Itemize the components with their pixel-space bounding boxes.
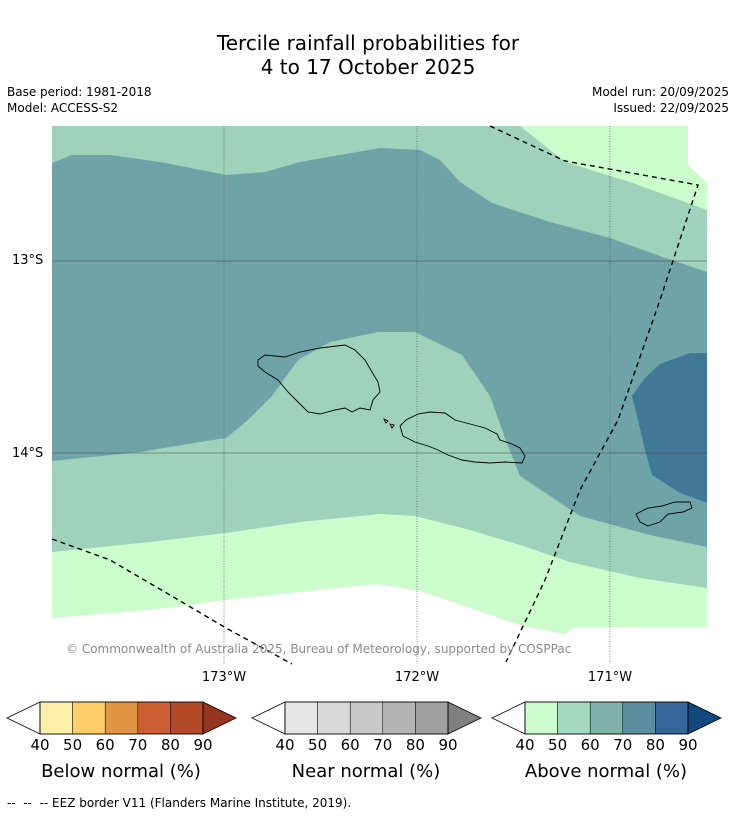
probability-contours — [52, 126, 707, 664]
meta-right: Model run: 20/09/2025 Issued: 22/09/2025 — [592, 84, 729, 116]
near-colorbar-segment — [284, 701, 318, 735]
above-colorbar-under-arrow — [491, 701, 526, 735]
near-colorbar-segment — [415, 701, 449, 735]
contour-above-60 — [52, 148, 707, 547]
tick-label: 60 — [340, 736, 360, 754]
island-apolima — [389, 423, 395, 429]
tick-label: 90 — [438, 736, 458, 754]
tick-label: 60 — [580, 736, 600, 754]
below-colorbar-segment — [104, 701, 139, 735]
tick-label: 50 — [63, 736, 83, 754]
island-manono — [382, 417, 389, 424]
samoa-islands — [257, 344, 693, 527]
below-colorbar-segment — [137, 701, 171, 735]
title-line-1: Tercile rainfall probabilities for — [216, 31, 520, 55]
map-grid — [223, 126, 611, 664]
tick-label: 50 — [548, 736, 568, 754]
tick-label: 70 — [128, 736, 148, 754]
above-colorbar-segment — [589, 701, 624, 735]
near-colorbar-over-arrow — [447, 701, 482, 735]
above-colorbar-segment — [622, 701, 656, 735]
island-upolu — [399, 411, 526, 464]
tick-label: 40 — [275, 736, 295, 754]
rainfall-map — [51, 125, 707, 665]
below-colorbar-segment — [72, 701, 106, 735]
tick-label: 80 — [645, 736, 665, 754]
lon-label-173w: 173°W — [201, 670, 247, 685]
lon-label-172w: 172°W — [394, 670, 440, 685]
above-colorbar-segment — [524, 701, 558, 735]
tick-label: 90 — [193, 736, 213, 754]
eez-border — [51, 125, 699, 665]
below-colorbar — [6, 701, 237, 735]
island-tutuila — [635, 501, 693, 527]
tick-label: 70 — [373, 736, 393, 754]
issued-date: Issued: 22/09/2025 — [613, 101, 729, 115]
near-colorbar-segment — [349, 701, 384, 735]
copyright-text: © Commonwealth of Australia 2025, Bureau… — [66, 642, 572, 656]
tick-label: 40 — [515, 736, 535, 754]
tick-label: 40 — [30, 736, 50, 754]
model-run: Model run: 20/09/2025 — [591, 85, 729, 99]
above-colorbar-outline — [524, 701, 689, 735]
below-colorbar-segment — [39, 701, 73, 735]
tick-label: 50 — [308, 736, 328, 754]
below-colorbar-outline — [39, 701, 204, 735]
above-colorbar-segment — [557, 701, 591, 735]
eez-footnote: -- -- -- EEZ border V11 (Flanders Marine… — [7, 796, 352, 810]
model-name: Model: ACCESS-S2 — [7, 101, 119, 115]
near-colorbar-segment — [382, 701, 416, 735]
contour-above-70 — [632, 353, 707, 503]
near-colorbar — [251, 701, 482, 735]
title-line-2: 4 to 17 October 2025 — [260, 55, 476, 79]
below-colorbar-segment — [170, 701, 204, 735]
near-colorbar-segment — [317, 701, 351, 735]
above-colorbar-over-arrow — [687, 701, 722, 735]
above-normal-label: Above normal (%) — [524, 761, 688, 782]
tick-label: 60 — [95, 736, 115, 754]
below-colorbar-under-arrow — [6, 701, 41, 735]
map-grid-lat — [52, 260, 707, 454]
near-colorbar-under-arrow — [251, 701, 286, 735]
lon-label-171w: 171°W — [587, 670, 633, 685]
near-colorbar-outline — [284, 701, 449, 735]
colorbars — [6, 701, 722, 735]
base-period: Base period: 1981-2018 — [7, 85, 152, 99]
below-normal-label: Below normal (%) — [41, 761, 201, 782]
near-normal-label: Near normal (%) — [291, 761, 441, 782]
above-colorbar-segment — [655, 701, 689, 735]
lat-label-14s: 14°S — [12, 446, 44, 461]
lat-label-13s: 13°S — [12, 253, 44, 268]
tick-label: 80 — [405, 736, 425, 754]
island-savaii — [257, 344, 381, 415]
meta-left: Base period: 1981-2018 Model: ACCESS-S2 — [7, 84, 152, 116]
tick-label: 90 — [678, 736, 698, 754]
eez-line-east — [489, 125, 699, 663]
above-colorbar — [491, 701, 722, 735]
below-colorbar-over-arrow — [202, 701, 237, 735]
tick-label: 70 — [613, 736, 633, 754]
tick-label: 80 — [160, 736, 180, 754]
